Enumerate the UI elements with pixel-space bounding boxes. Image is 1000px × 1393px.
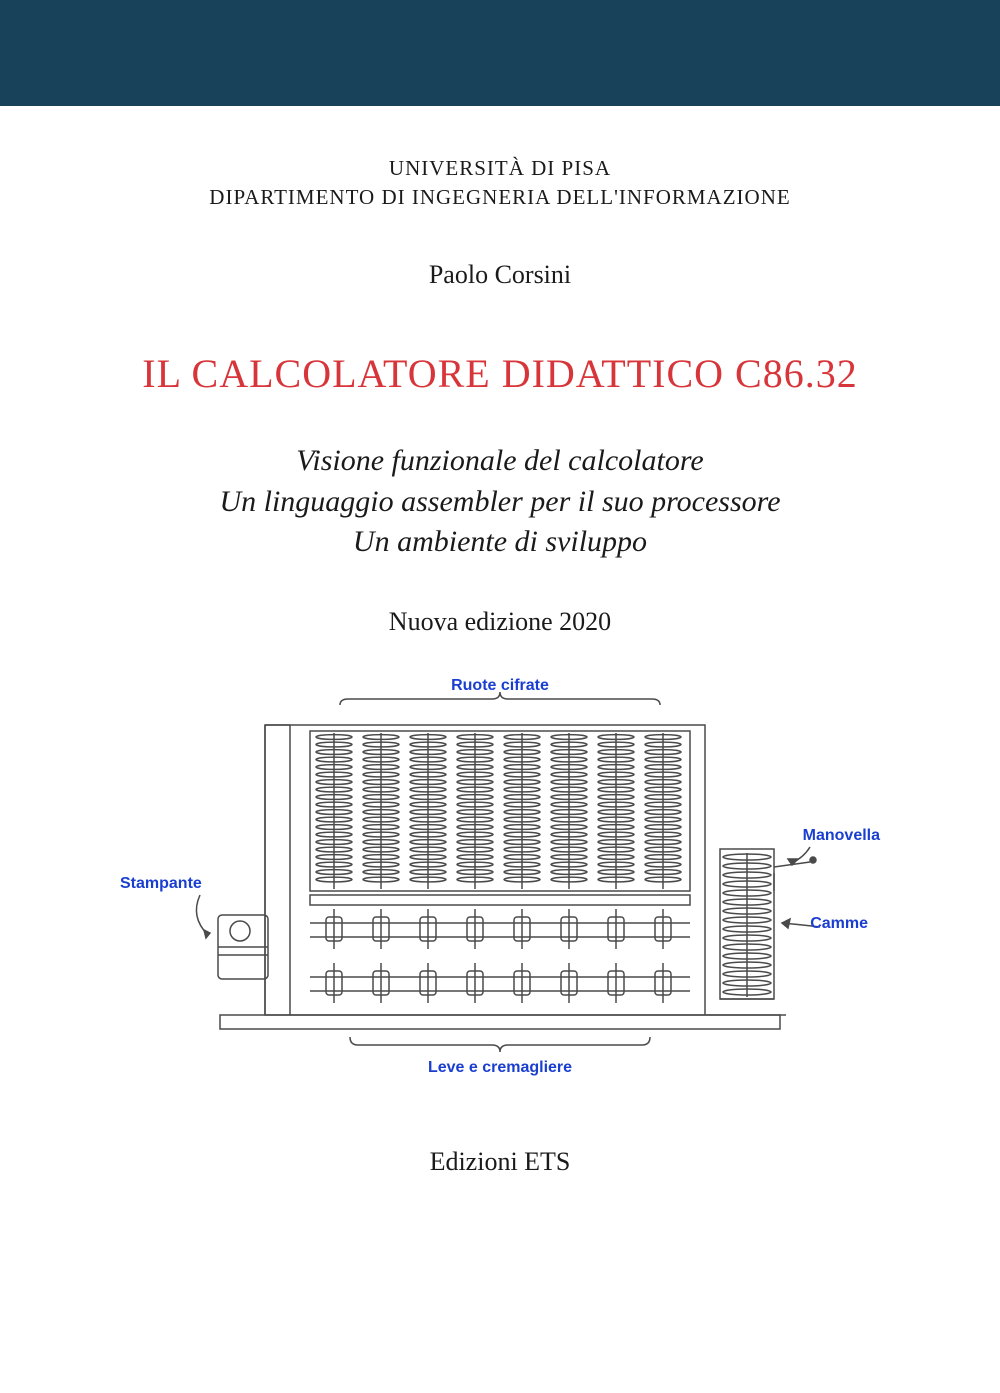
difference-engine-svg bbox=[120, 677, 880, 1077]
subtitle-line-1: Visione funzionale del calcolatore bbox=[60, 441, 940, 482]
book-title: IL CALCOLATORE DIDATTICO C86.32 bbox=[60, 350, 940, 397]
diagram-label-right-lower: Camme bbox=[810, 915, 868, 933]
subtitle-line-2: Un linguaggio assembler per il suo proce… bbox=[60, 482, 940, 523]
top-color-band bbox=[0, 0, 1000, 106]
university-line-2: DIPARTIMENTO DI INGEGNERIA DELL'INFORMAZ… bbox=[60, 185, 940, 210]
publisher-name: Edizioni ETS bbox=[60, 1147, 940, 1177]
subtitle-block: Visione funzionale del calcolatore Un li… bbox=[60, 441, 940, 563]
author-name: Paolo Corsini bbox=[60, 260, 940, 290]
cover-content: UNIVERSITÀ DI PISA DIPARTIMENTO DI INGEG… bbox=[0, 106, 1000, 1177]
diagram-label-top: Ruote cifrate bbox=[120, 677, 880, 695]
subtitle-line-3: Un ambiente di sviluppo bbox=[60, 522, 940, 563]
edition-label: Nuova edizione 2020 bbox=[60, 607, 940, 637]
diagram-label-bottom: Leve e cremagliere bbox=[120, 1059, 880, 1077]
diagram-label-right-upper: Manovella bbox=[803, 827, 880, 845]
university-line-1: UNIVERSITÀ DI PISA bbox=[60, 156, 940, 181]
diagram-label-left: Stampante bbox=[120, 875, 202, 893]
difference-engine-diagram: Ruote cifrate Stampante Manovella Camme … bbox=[120, 677, 880, 1077]
